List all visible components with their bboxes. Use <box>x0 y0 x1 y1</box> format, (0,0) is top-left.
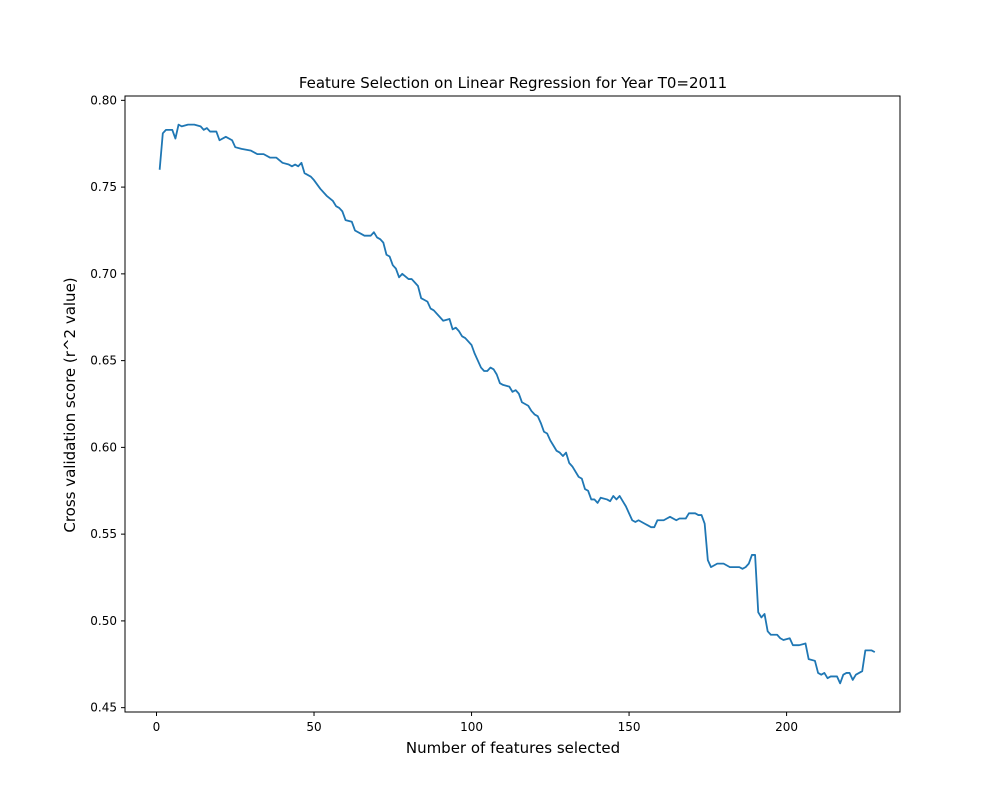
x-tick-label: 100 <box>460 720 483 734</box>
y-tick-label: 0.80 <box>90 93 117 107</box>
plot-frame <box>124 95 901 713</box>
y-tick-label: 0.55 <box>90 527 117 541</box>
y-tick-label: 0.65 <box>90 354 117 368</box>
y-tick-label: 0.60 <box>90 440 117 454</box>
x-tick-label: 150 <box>618 720 641 734</box>
y-axis-label: Cross validation score (r^2 value) <box>61 277 79 532</box>
x-tick-label: 0 <box>153 720 161 734</box>
series-line <box>158 123 876 685</box>
chart-title: Feature Selection on Linear Regression f… <box>299 74 727 92</box>
x-tick-label: 50 <box>306 720 321 734</box>
y-tick-label: 0.50 <box>90 614 117 628</box>
x-tick-label: 200 <box>775 720 798 734</box>
y-tick-label: 0.45 <box>90 701 117 715</box>
x-axis-label: Number of features selected <box>406 739 620 757</box>
y-tick-label: 0.70 <box>90 267 117 281</box>
y-tick-label: 0.75 <box>90 180 117 194</box>
plot-area: 0 50 100 150 200 0.45 0.50 0.55 0.60 0.65 0.70 0.75… <box>90 93 901 734</box>
